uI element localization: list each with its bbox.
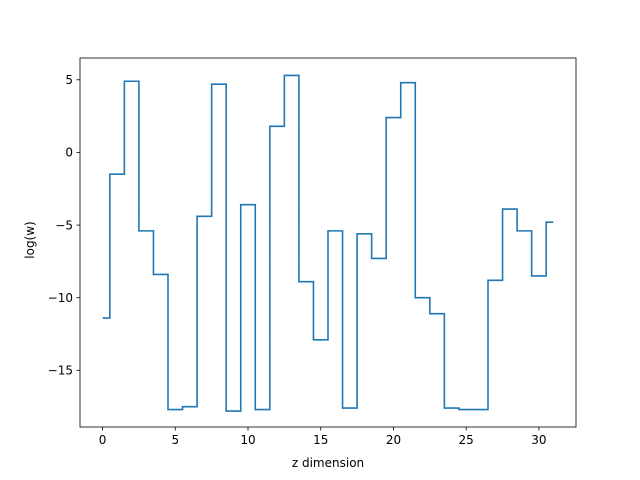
y-axis-label: log(w) bbox=[23, 221, 37, 258]
y-tick-label: −10 bbox=[48, 291, 73, 305]
series-line-0 bbox=[102, 74, 554, 412]
y-tick-label: −5 bbox=[55, 218, 73, 232]
x-tick-label: 5 bbox=[171, 433, 179, 447]
axes-frame bbox=[79, 57, 577, 428]
x-tick-label: 0 bbox=[99, 433, 107, 447]
x-axis-label: z dimension bbox=[292, 456, 364, 470]
plot-layer bbox=[102, 74, 554, 412]
x-tick-label: 10 bbox=[240, 433, 255, 447]
axes-layer: 0 5 10 15 20 25 30 5 0 −5 −10 −15 bbox=[48, 57, 577, 447]
x-tick-label: 20 bbox=[386, 433, 401, 447]
y-tick-label: 0 bbox=[65, 146, 73, 160]
y-tick-label: −15 bbox=[48, 364, 73, 378]
x-tick-label: 30 bbox=[531, 433, 546, 447]
y-tick-label: 5 bbox=[65, 73, 73, 87]
x-tick-label: 25 bbox=[459, 433, 474, 447]
x-tick-label: 15 bbox=[313, 433, 328, 447]
